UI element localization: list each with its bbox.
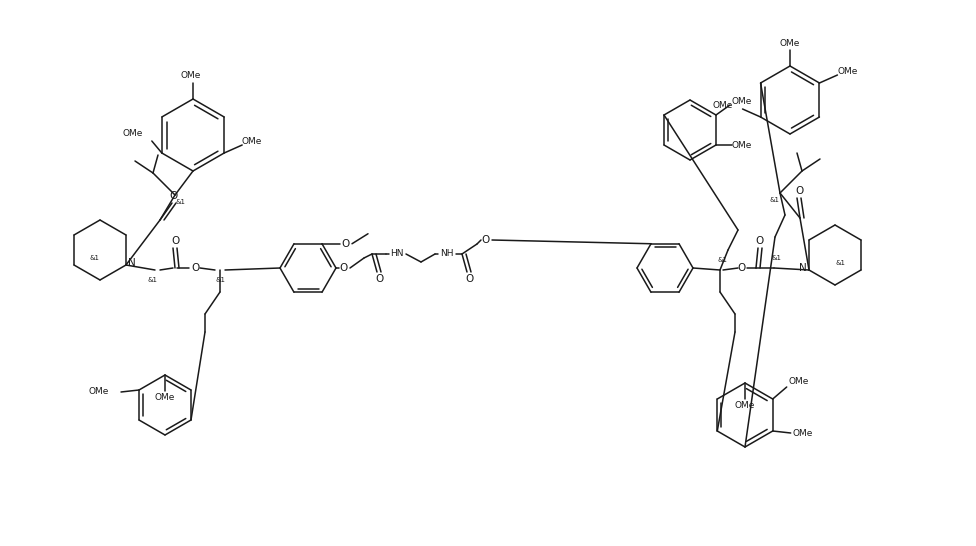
Text: OMe: OMe bbox=[732, 97, 752, 105]
Text: O: O bbox=[375, 274, 384, 284]
Text: OMe: OMe bbox=[732, 140, 752, 150]
Text: &1: &1 bbox=[835, 260, 845, 266]
Text: O: O bbox=[465, 274, 473, 284]
Text: &1: &1 bbox=[148, 277, 158, 283]
Text: O: O bbox=[342, 239, 350, 249]
Text: O: O bbox=[738, 263, 746, 273]
Text: OMe: OMe bbox=[837, 68, 858, 76]
Text: O: O bbox=[755, 236, 764, 246]
Text: NH: NH bbox=[440, 250, 454, 258]
Text: O: O bbox=[191, 263, 199, 273]
Text: &1: &1 bbox=[772, 255, 782, 261]
Text: OMe: OMe bbox=[181, 72, 201, 80]
Text: HN: HN bbox=[390, 250, 404, 258]
Text: OMe: OMe bbox=[122, 128, 142, 138]
Text: OMe: OMe bbox=[242, 136, 263, 145]
Text: O: O bbox=[482, 235, 490, 245]
Text: OMe: OMe bbox=[735, 401, 755, 411]
Text: &1: &1 bbox=[216, 277, 226, 283]
Text: &1: &1 bbox=[90, 255, 100, 261]
Text: N: N bbox=[799, 263, 807, 273]
Text: OMe: OMe bbox=[89, 388, 109, 396]
Text: OMe: OMe bbox=[793, 429, 813, 437]
Text: &1: &1 bbox=[717, 257, 727, 263]
Text: &1: &1 bbox=[176, 199, 186, 205]
Text: O: O bbox=[171, 236, 180, 246]
Text: O: O bbox=[170, 191, 179, 201]
Text: O: O bbox=[340, 263, 348, 273]
Text: OMe: OMe bbox=[712, 102, 733, 110]
Text: N: N bbox=[128, 258, 136, 268]
Text: OMe: OMe bbox=[780, 39, 800, 48]
Text: &1: &1 bbox=[769, 197, 779, 203]
Text: OMe: OMe bbox=[155, 394, 175, 402]
Text: OMe: OMe bbox=[789, 377, 809, 387]
Text: O: O bbox=[795, 186, 804, 196]
